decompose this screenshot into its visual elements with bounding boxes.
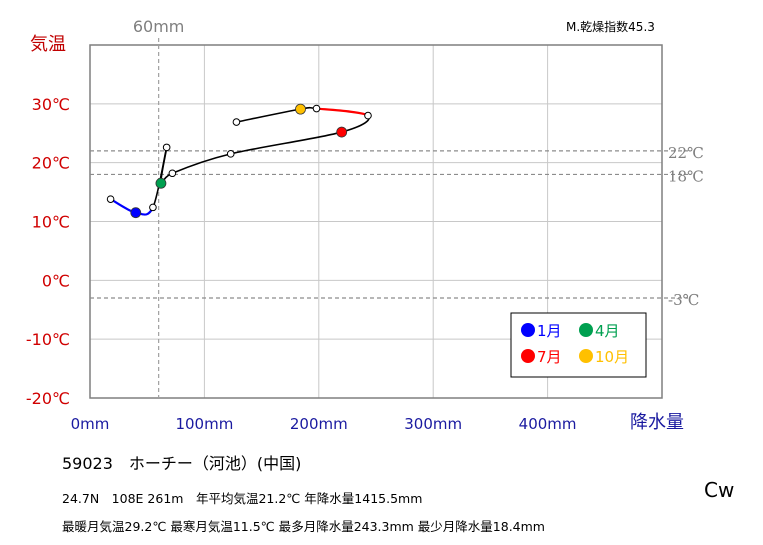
y-tick-label: 10℃: [32, 213, 70, 232]
legend: 1月 4月 7月 10月: [510, 312, 647, 378]
month-point-12: [162, 143, 171, 152]
y-tick-label: -20℃: [26, 389, 70, 408]
y-axis-label: 気温: [30, 34, 66, 55]
x-tick-label: 300mm: [404, 415, 462, 433]
x-tick-label: 100mm: [175, 415, 233, 433]
climate-class: Cw: [704, 478, 735, 502]
month-point-6: [226, 150, 235, 158]
month-point-4: [155, 177, 167, 189]
curve-segment: [230, 131, 342, 155]
station-summary-2: 最暖月気温29.2℃ 最寒月気温11.5℃ 最多月降水量243.3mm 最少月降…: [62, 519, 545, 534]
legend-marker: [579, 349, 593, 363]
station-summary-1: 24.7N 108E 261m 年平均気温21.2℃ 年降水量1415.5mm: [62, 491, 423, 506]
station-title: 59023 ホーチー（河池）(中国): [62, 454, 302, 473]
legend-marker: [579, 323, 593, 337]
reference-label-temp: -3℃: [668, 291, 699, 309]
y-tick-label: 20℃: [32, 154, 70, 173]
x-tick-label: 400mm: [519, 415, 577, 433]
month-point-9: [312, 104, 321, 113]
month-point-5: [168, 169, 177, 178]
curve-segment: [316, 107, 369, 117]
reference-lines: 22℃ 18℃ -3℃ 60mm: [90, 17, 704, 398]
month-point-10: [295, 103, 306, 115]
climate-curve: [106, 103, 372, 219]
month-point-2: [149, 203, 157, 212]
legend-label: 4月: [595, 322, 620, 340]
aridity-index: M.乾燥指数45.3: [566, 20, 655, 34]
plot-frame: [89, 44, 663, 399]
month-point-7: [336, 126, 348, 138]
x-tick-labels: 0mm 100mm 200mm 300mm 400mm: [71, 415, 577, 433]
x-tick-label: 0mm: [71, 415, 110, 433]
y-tick-labels: 30℃ 20℃ 10℃ 0℃ -10℃ -20℃: [26, 95, 70, 408]
y-tick-label: -10℃: [26, 330, 70, 349]
y-tick-label: 0℃: [42, 271, 70, 290]
legend-box: [510, 312, 647, 378]
month-point-8: [364, 111, 372, 120]
legend-marker: [521, 349, 535, 363]
reference-label-precip: 60mm: [133, 17, 185, 36]
y-tick-label: 30℃: [32, 95, 70, 114]
month-point-11: [232, 118, 241, 126]
reference-label-temp: 22℃: [668, 144, 704, 162]
legend-label: 7月: [537, 348, 562, 366]
month-point-1: [130, 207, 142, 219]
legend-marker: [521, 323, 535, 337]
legend-label: 1月: [537, 322, 562, 340]
x-tick-label: 200mm: [290, 415, 348, 433]
x-axis-label: 降水量: [630, 412, 684, 433]
curve-segment: [172, 153, 231, 174]
month-point-3: [106, 195, 115, 203]
legend-label: 10月: [595, 348, 629, 366]
curve-segment: [236, 108, 301, 123]
reference-label-temp: 18℃: [668, 167, 704, 185]
